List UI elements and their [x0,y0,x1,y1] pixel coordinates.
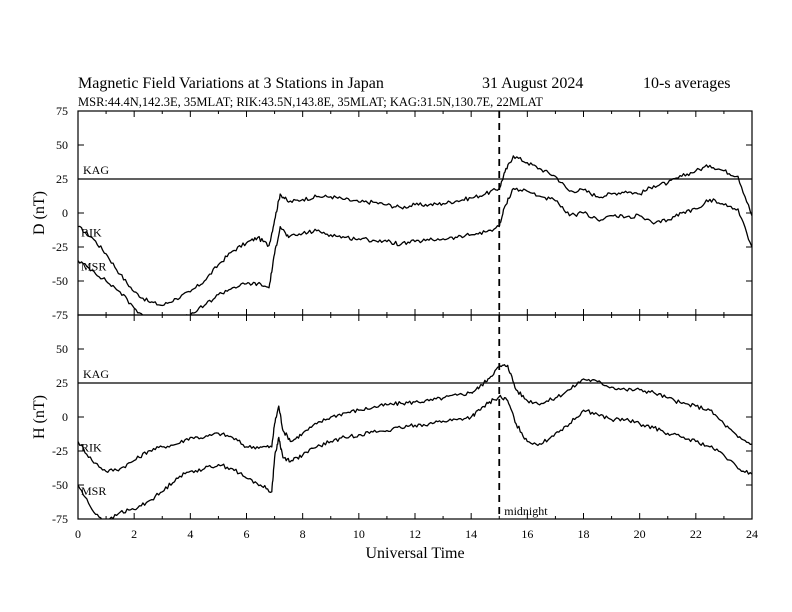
h-plot-frame [77,314,753,520]
y-tick-label: 0 [62,206,68,220]
y-tick-label: -50 [52,478,68,492]
msr-trace [78,394,752,519]
kag-label: KAG [83,367,109,381]
x-tick-label: 8 [300,527,306,541]
kag-label: KAG [83,163,109,177]
y-tick-label: -75 [52,308,68,322]
x-tick-label: 20 [634,527,646,541]
x-tick-label: 12 [409,527,421,541]
msr-trace [78,187,752,315]
rik-label: RIK [81,440,102,454]
d-component-panel: -75 -50 -25 0 25 50 75 D (nT) KAG RIK MSR [31,104,753,322]
x-tick-label: 14 [465,527,477,541]
y-tick-label: 50 [56,138,68,152]
station-list: MSR:44.4N,142.3E, 35MLAT; RIK:43.5N,143.… [78,95,543,109]
x-axis-label: Universal Time [365,545,464,562]
y-tick-label: 75 [56,104,68,118]
msr-label: MSR [81,484,106,498]
y-tick-label: -75 [52,512,68,526]
x-tick-label: 16 [521,527,533,541]
y-tick-label: -25 [52,240,68,254]
chart-date: 31 August 2024 [482,75,583,92]
x-tick-label: 6 [244,527,250,541]
y-tick-label: -25 [52,444,68,458]
x-tick-label: 2 [131,527,137,541]
x-tick-label: 22 [690,527,702,541]
d-plot-frame [77,110,753,316]
rik-trace [78,155,752,307]
y-tick-label: 50 [56,342,68,356]
y-tick-label: 0 [62,410,68,424]
d-axis-label: D (nT) [31,191,48,235]
rik-label: RIK [81,226,102,240]
rik-trace [78,364,752,473]
averaging-note: 10-s averages [643,75,731,92]
x-tick-label: 24 [746,527,758,541]
chart-title: Magnetic Field Variations at 3 Stations … [78,75,384,92]
y-tick-label: -50 [52,274,68,288]
h-axis-label: H (nT) [31,395,48,439]
midnight-label: midnight [504,504,548,518]
y-tick-label: 25 [56,376,68,390]
x-tick-label: 4 [187,527,193,541]
x-tick-label: 0 [75,527,81,541]
x-tick-label: 18 [578,527,590,541]
y-tick-label: 25 [56,172,68,186]
msr-label: MSR [81,260,106,274]
x-tick-label: 10 [353,527,365,541]
